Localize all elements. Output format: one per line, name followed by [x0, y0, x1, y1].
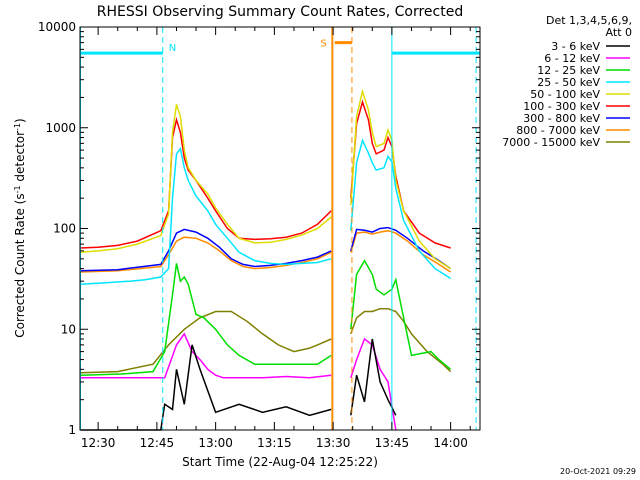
y-axis-label-main: Corrected Count Rate (s: [13, 193, 27, 337]
y-axis-label-sup1: -1: [13, 185, 22, 193]
x-tick-label-0: 12:30: [81, 436, 116, 450]
legend-entry-label-4: 50 - 100 keV: [530, 88, 600, 101]
y-tick-label-1: 10: [61, 322, 76, 336]
plot-area: [80, 88, 452, 431]
series-line-8: [80, 307, 452, 374]
legend-entry-label-7: 800 - 7000 keV: [516, 124, 600, 137]
x-tick-label-3: 13:15: [257, 436, 292, 450]
y-axis-label-sup2: -1: [13, 123, 22, 131]
y-axis-label: Corrected Count Rate (s-1 detector-1): [13, 118, 28, 337]
series-line-4: [80, 88, 451, 270]
legend-entry-label-2: 12 - 25 keV: [537, 64, 600, 77]
legend-entry-label-5: 100 - 300 keV: [523, 100, 600, 113]
x-tick-label-2: 13:00: [198, 436, 233, 450]
legend-entry-label-3: 25 - 50 keV: [537, 76, 600, 89]
x-tick-label-1: 12:45: [140, 436, 175, 450]
legend-entry-label-1: 6 - 12 keV: [544, 52, 600, 65]
legend-entry-label-8: 7000 - 15000 keV: [502, 136, 600, 149]
plot-frame: [79, 26, 481, 431]
series-line-3: [80, 138, 451, 285]
y-tick-label-0: 1: [68, 423, 76, 437]
axes: 1 10 100 1000 10000 12:30 12:45 13:00 13:15 13:30…: [38, 20, 481, 450]
legend-entry-label-0: 3 - 6 keV: [551, 40, 600, 53]
marker-label-0: N: [169, 43, 176, 54]
x-tick-label-4: 13:30: [316, 436, 351, 450]
attenuator-label-0: S: [320, 39, 326, 50]
series-line-2: [80, 259, 452, 376]
x-tick-label-5: 13:45: [375, 436, 410, 450]
y-axis-label-end: ): [13, 118, 27, 123]
y-tick-label-3: 1000: [45, 121, 76, 135]
legend-entry-label-6: 300 - 800 keV: [523, 112, 600, 125]
series-line-6: [80, 226, 452, 272]
x-tick-label-6: 14:00: [433, 436, 468, 450]
y-axis-label-mid: detector: [13, 131, 27, 186]
y-tick-label-2: 100: [53, 222, 76, 236]
chart-title: RHESSI Observing Summary Count Rates, Co…: [97, 4, 463, 20]
legend-header-1: Det 1,3,4,5,6,9,: [546, 14, 632, 27]
footer-timestamp: 20-Oct-2021 09:29: [560, 467, 636, 476]
series-line-0: [80, 338, 397, 431]
legend-header-2: Att 0: [606, 26, 632, 39]
x-axis-label: Start Time (22-Aug-04 12:25:22): [182, 455, 378, 469]
y-tick-label-4: 10000: [38, 20, 76, 34]
series-line-1: [80, 332, 397, 431]
